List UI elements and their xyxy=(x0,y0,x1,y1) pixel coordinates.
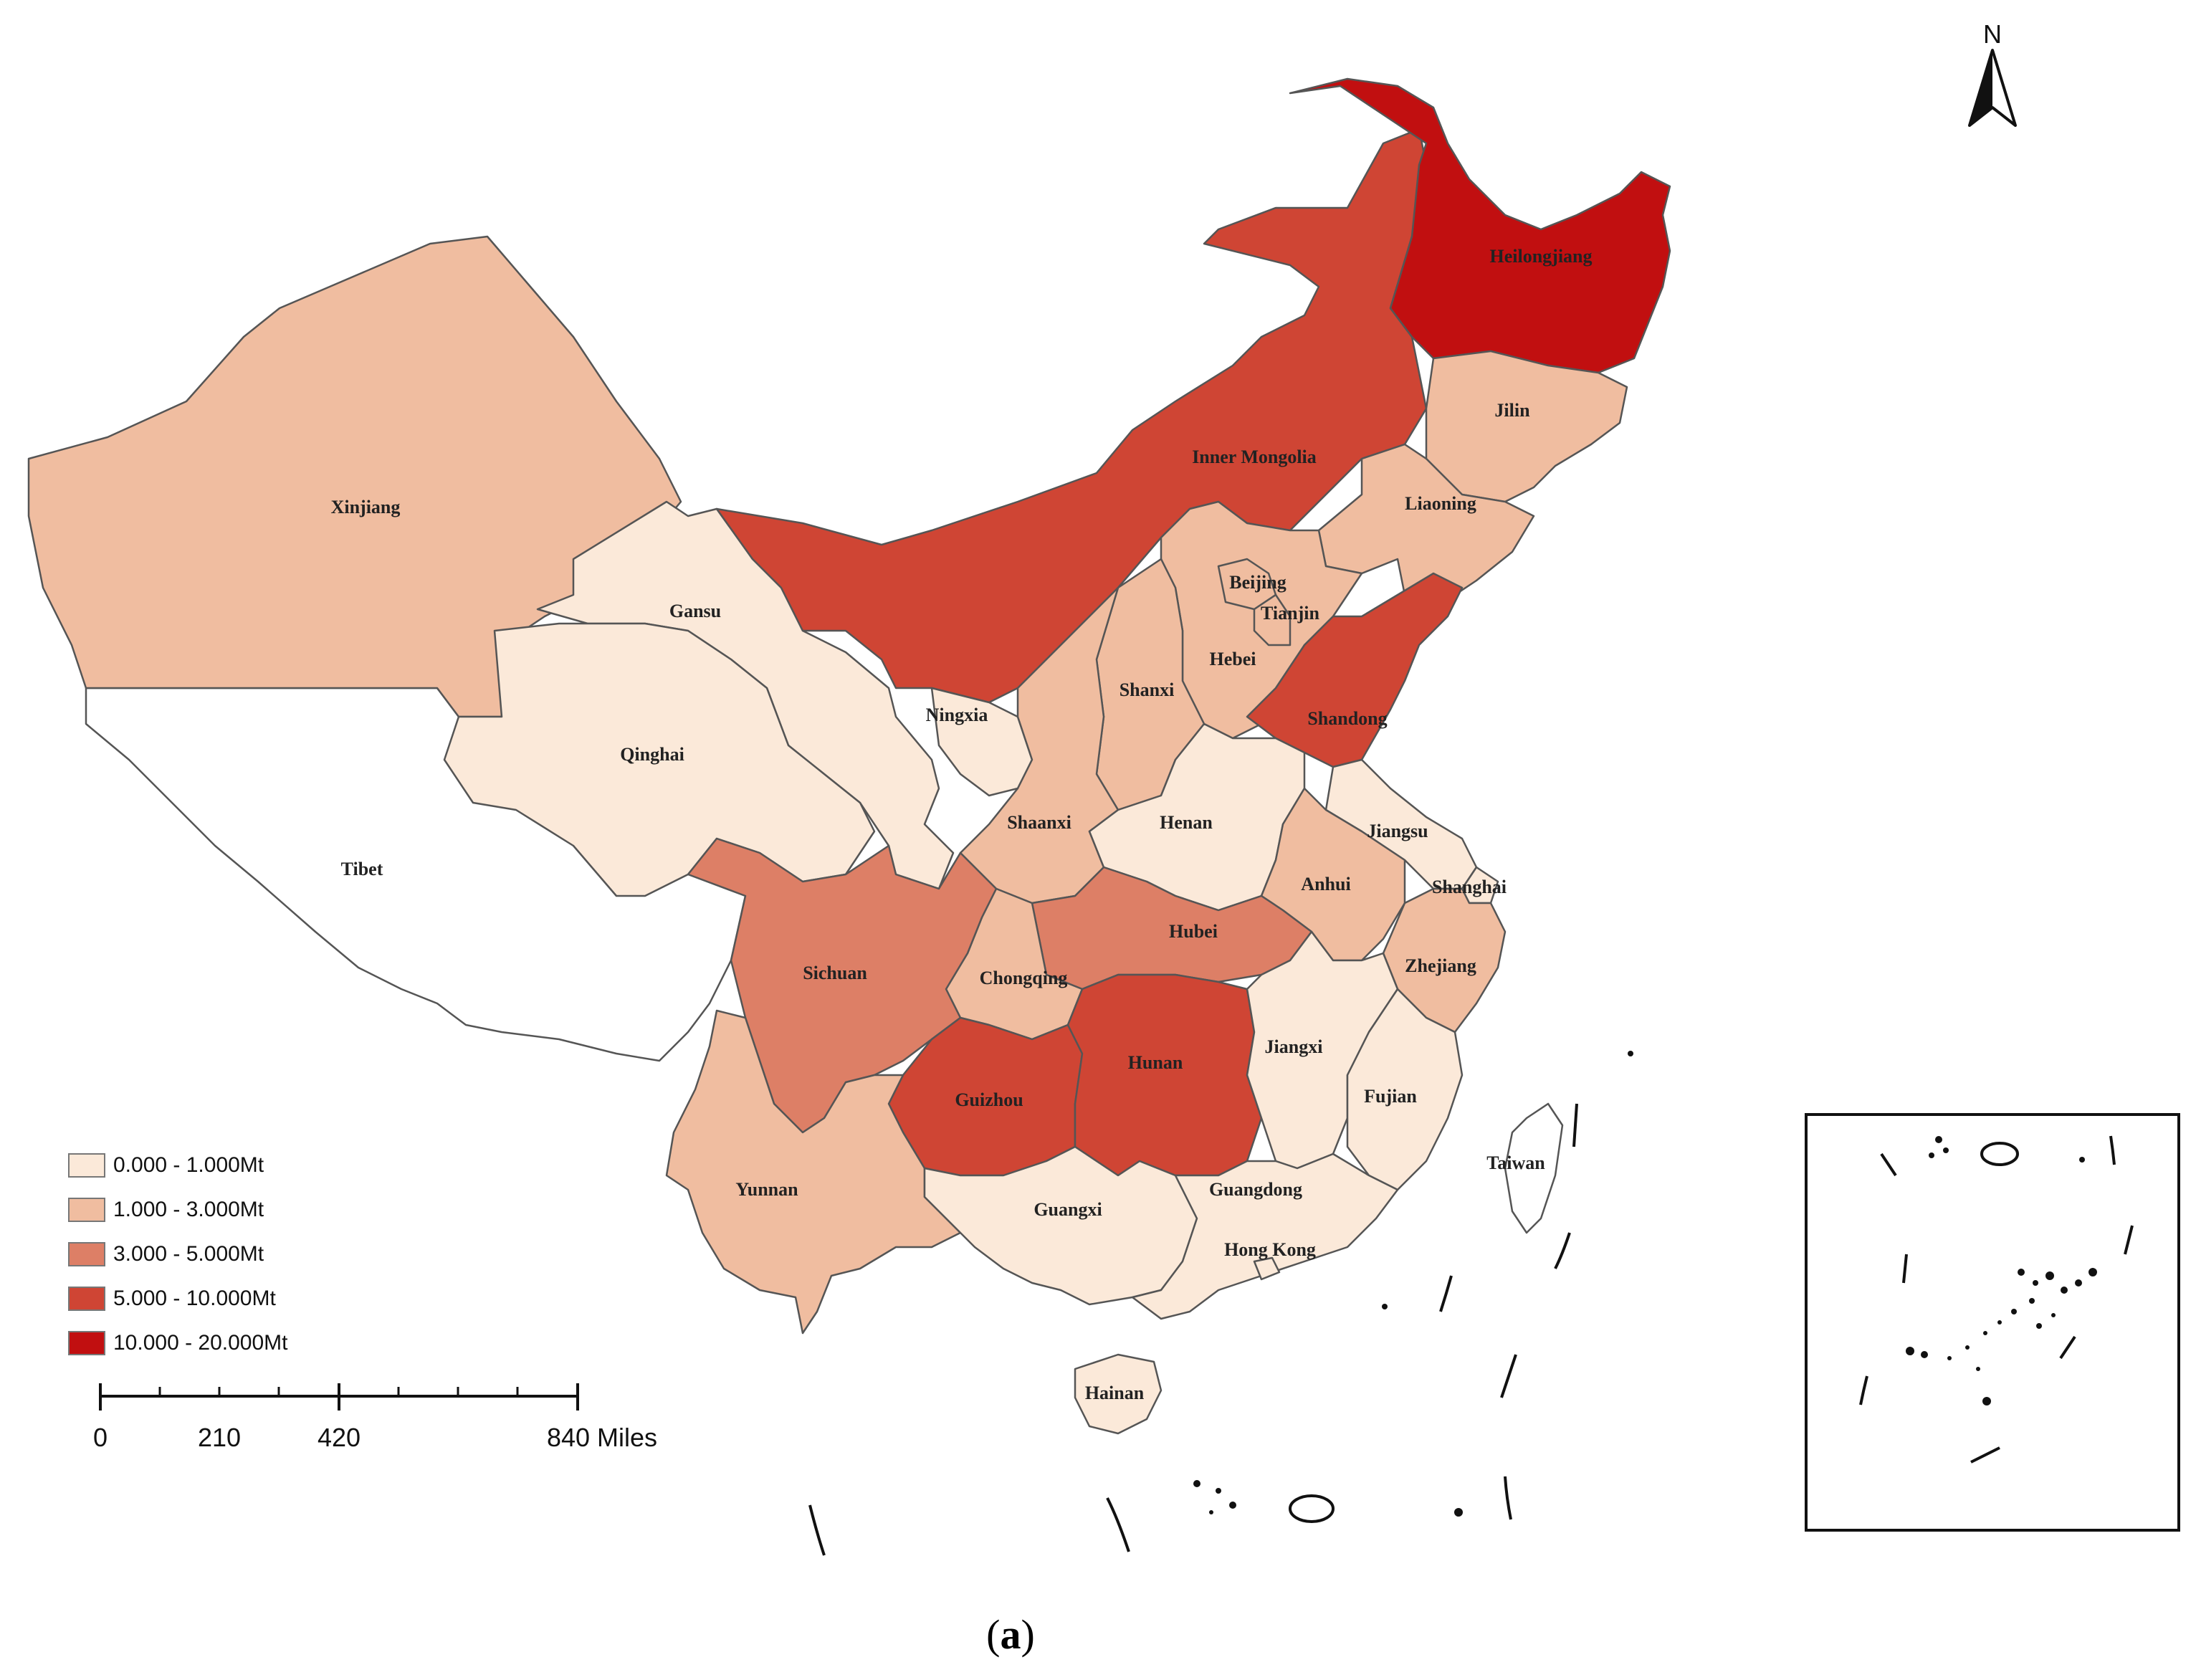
province-label-taiwan: Taiwan xyxy=(1486,1152,1545,1173)
scale-label-420: 420 xyxy=(318,1423,361,1452)
legend-swatch-c4 xyxy=(68,1287,105,1311)
province-xinjiang[interactable] xyxy=(27,235,682,718)
province-tianjin[interactable] xyxy=(1253,593,1292,646)
province-label-jilin: Jilin xyxy=(1494,400,1530,421)
inset-frame xyxy=(1805,1113,2180,1532)
province-label-ningxia: Ningxia xyxy=(926,705,988,725)
legend-label-c4: 5.000 - 10.000Mt xyxy=(113,1287,276,1310)
province-label-guangdong: Guangdong xyxy=(1209,1179,1302,1200)
province-label-shandong: Shandong xyxy=(1307,708,1387,729)
province-label-guangxi: Guangxi xyxy=(1033,1199,1102,1220)
province-label-sichuan: Sichuan xyxy=(803,963,867,983)
south-china-sea-inset xyxy=(1805,1113,2180,1532)
figure-caption: (a) xyxy=(986,1611,1035,1658)
scale-label-840: 840 Miles xyxy=(547,1423,657,1452)
province-yunnan[interactable] xyxy=(665,1009,962,1335)
province-label-xinjiang: Xinjiang xyxy=(331,497,401,517)
scale-bar: 0 210 420 840 Miles xyxy=(93,1383,657,1452)
north-arrow-label: N xyxy=(1983,19,2002,49)
province-label-jiangxi: Jiangxi xyxy=(1265,1036,1323,1057)
legend-label-c5: 10.000 - 20.000Mt xyxy=(113,1331,288,1355)
provinces-layer xyxy=(27,77,1671,1435)
legend-label-c2: 1.000 - 3.000Mt xyxy=(113,1198,264,1221)
province-hainan[interactable] xyxy=(1074,1353,1163,1435)
province-hong-kong[interactable] xyxy=(1253,1256,1281,1281)
legend-swatch-c5 xyxy=(68,1331,105,1355)
legend-swatch-c1 xyxy=(68,1153,105,1178)
province-label-hainan: Hainan xyxy=(1085,1383,1145,1403)
province-label-chongqing: Chongqing xyxy=(980,968,1068,988)
province-label-shanghai: Shanghai xyxy=(1432,877,1507,897)
legend-swatch-c2 xyxy=(68,1198,105,1222)
province-label-shanxi: Shanxi xyxy=(1120,679,1175,700)
north-arrow: N xyxy=(1968,19,2017,127)
province-label-heilongjiang: Heilongjiang xyxy=(1489,246,1592,267)
coast-and-border-decorations xyxy=(808,1051,1633,1556)
province-label-shaanxi: Shaanxi xyxy=(1007,812,1071,833)
province-label-guizhou: Guizhou xyxy=(955,1089,1023,1110)
legend-label-c3: 3.000 - 5.000Mt xyxy=(113,1242,264,1266)
province-label-liaoning: Liaoning xyxy=(1405,493,1476,514)
province-label-zhejiang: Zhejiang xyxy=(1405,955,1476,976)
province-label-qinghai: Qinghai xyxy=(620,744,684,765)
province-label-jiangsu: Jiangsu xyxy=(1367,821,1428,841)
legend: 0.000 - 1.000Mt 1.000 - 3.000Mt 3.000 - 5.… xyxy=(68,1153,288,1355)
legend-label-c1: 0.000 - 1.000Mt xyxy=(113,1153,264,1177)
province-taiwan[interactable] xyxy=(1504,1102,1564,1234)
province-label-gansu: Gansu xyxy=(669,601,721,621)
province-label-anhui: Anhui xyxy=(1301,874,1350,894)
province-labels-layer: Heilongjiang Jilin Liaoning Inner Mongol… xyxy=(331,246,1593,1403)
province-label-tibet: Tibet xyxy=(341,859,383,879)
province-jilin[interactable] xyxy=(1425,350,1628,503)
province-label-inner-mongolia: Inner Mongolia xyxy=(1192,447,1317,467)
legend-swatch-c3 xyxy=(68,1242,105,1266)
province-label-fujian: Fujian xyxy=(1364,1086,1417,1107)
scale-label-210: 210 xyxy=(198,1423,241,1452)
province-label-henan: Henan xyxy=(1160,812,1213,833)
province-heilongjiang[interactable] xyxy=(1289,77,1671,374)
province-shandong[interactable] xyxy=(1246,572,1464,768)
province-label-hubei: Hubei xyxy=(1169,921,1218,942)
province-hunan[interactable] xyxy=(1066,973,1263,1177)
province-label-beijing: Beijing xyxy=(1229,572,1286,593)
province-label-yunnan: Yunnan xyxy=(735,1179,798,1200)
province-label-tianjin: Tianjin xyxy=(1261,603,1319,624)
scale-label-0: 0 xyxy=(93,1423,108,1452)
province-label-hong-kong: Hong Kong xyxy=(1224,1239,1316,1260)
province-label-hebei: Hebei xyxy=(1210,649,1256,669)
province-guangdong[interactable] xyxy=(1131,1152,1399,1320)
province-label-hunan: Hunan xyxy=(1128,1052,1183,1073)
